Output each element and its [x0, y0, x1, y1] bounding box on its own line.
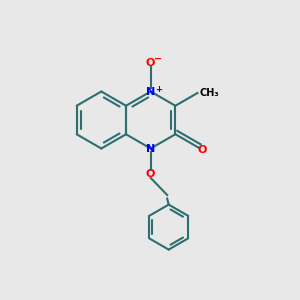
Text: N: N [146, 143, 155, 154]
Text: CH₃: CH₃ [200, 88, 220, 98]
Text: O: O [198, 145, 207, 155]
Text: O: O [146, 169, 155, 179]
Text: −: − [154, 53, 162, 64]
Text: O: O [146, 58, 155, 68]
Text: +: + [156, 85, 163, 94]
Text: N: N [146, 86, 155, 97]
